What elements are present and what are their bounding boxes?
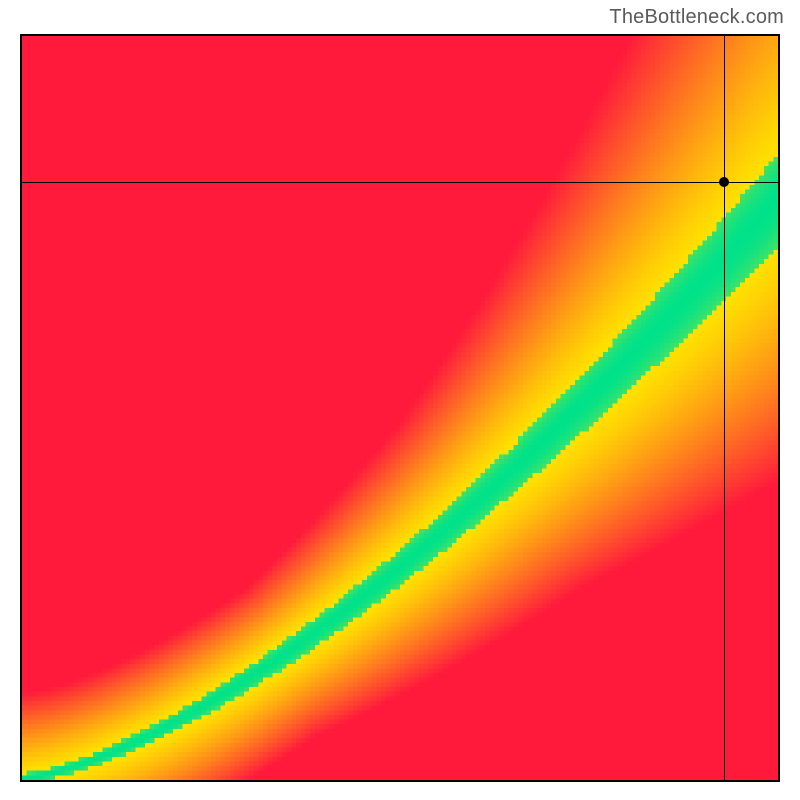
crosshair-marker-dot: [719, 177, 729, 187]
crosshair-vertical-line: [724, 36, 725, 780]
plot-area: [22, 36, 778, 780]
bottleneck-heatmap: [22, 36, 778, 780]
figure-root: { "watermark": { "text": "TheBottleneck.…: [0, 0, 800, 800]
crosshair-horizontal-line: [22, 182, 778, 183]
watermark-text: TheBottleneck.com: [609, 6, 784, 29]
plot-frame: [20, 34, 780, 782]
